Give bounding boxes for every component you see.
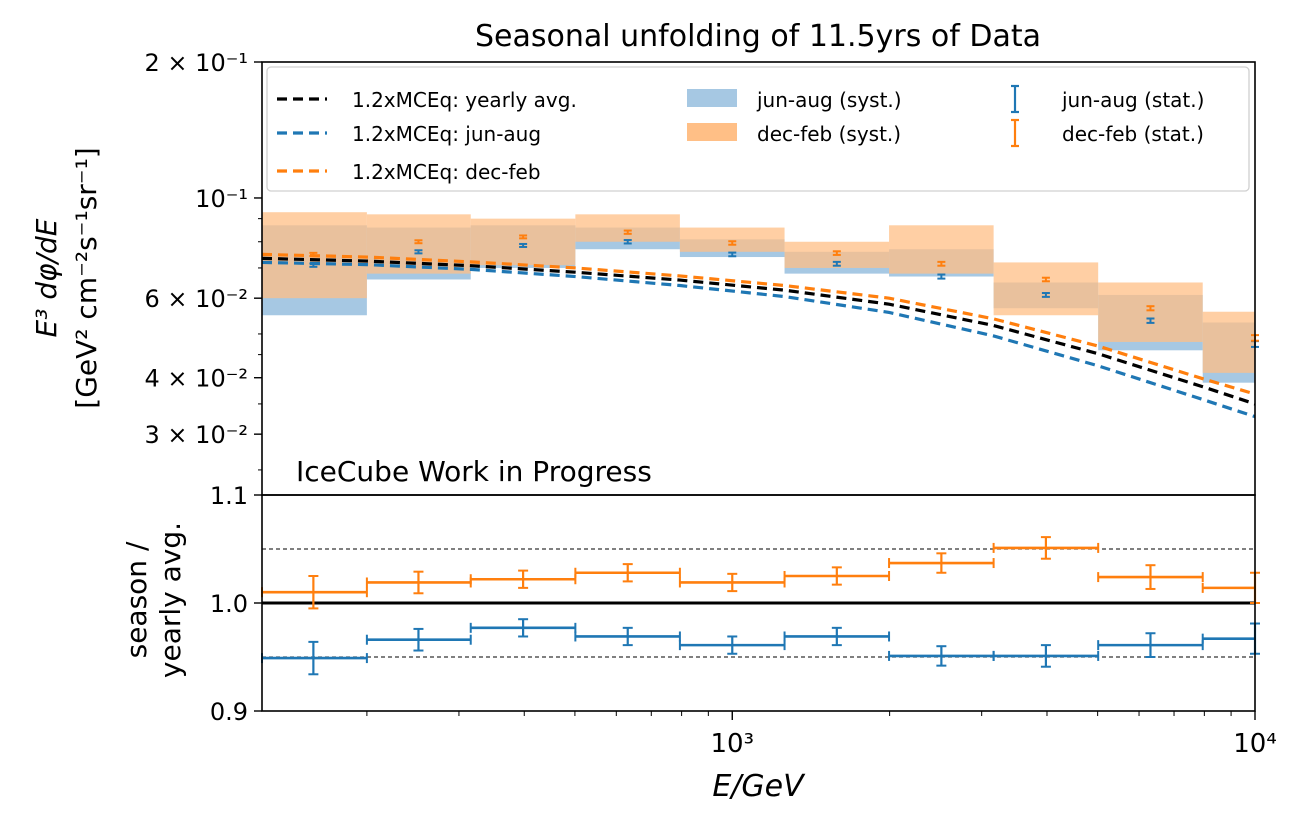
top-y-ticks: 2 × 10⁻¹ 10⁻¹ 6 × 10⁻² 4 × 10⁻² 3 × 10⁻² [145,49,262,471]
ylabel-bottom-line1: season / [120,541,153,658]
x-axis-label: E/GeV [712,769,806,804]
y-tick-label: 0.9 [210,698,248,726]
ylabel-top-line1: E³ dφ/dE [30,218,63,337]
chart-title: Seasonal unfolding of 11.5yrs of Data [475,19,1041,54]
watermark: IceCube Work in Progress [296,455,652,488]
bottom-plot-frame [261,494,1256,712]
legend-label: 1.2xMCEq: yearly avg. [352,88,577,112]
y-tick-label: 6 × 10⁻² [145,285,248,313]
ylabel-bottom-line2: yearly avg. [154,522,187,678]
y-tick-label: 1.1 [210,482,248,510]
legend-label: jun-aug (syst.) [756,88,902,112]
syst-band [679,227,785,252]
y-tick-label: 2 × 10⁻¹ [145,49,248,77]
y-axis-label-bottom: season / yearly avg. [120,522,187,678]
mceq-curve [261,252,1256,396]
y-tick-label: 4 × 10⁻² [145,365,248,393]
legend-label: dec-feb (syst.) [757,122,901,146]
bottom-panel: 1.1 1.0 0.9 10³ 10⁴ [210,482,1277,759]
syst-band [470,218,576,266]
x-tick-label: 10⁴ [1233,729,1277,759]
mceq-curve [261,260,1256,419]
ratio-series [261,536,1260,676]
syst-band [1098,282,1203,342]
legend: 1.2xMCEq: yearly avg. 1.2xMCEq: jun-aug 1.… [266,66,1250,192]
legend-label: 1.2xMCEq: jun-aug [352,122,541,146]
syst-band [575,214,680,242]
legend-frame [266,66,1250,192]
y-tick-label: 3 × 10⁻² [145,421,248,449]
syst-band [993,262,1099,316]
mceq-curves [261,252,1256,419]
bottom-axis-ticks: 1.1 1.0 0.9 10³ 10⁴ [210,482,1277,759]
y-axis-label-top: E³ dφ/dE [GeV² cm⁻²s⁻¹sr⁻¹] [30,147,103,408]
ylabel-top-line2: [GeV² cm⁻²s⁻¹sr⁻¹] [70,147,103,408]
legend-label: 1.2xMCEq: dec-feb [352,160,541,184]
legend-patch-swatch [687,123,737,141]
legend-label: jun-aug (stat.) [1061,88,1204,112]
top-panel: 2 × 10⁻¹ 10⁻¹ 6 × 10⁻² 4 × 10⁻² 3 × 10⁻² Ice… [145,49,1259,496]
mceq-curve [261,256,1256,406]
x-tick-label: 10³ [711,729,755,759]
y-tick-label: 10⁻¹ [195,185,248,213]
y-tick-label: 1.0 [210,590,248,618]
legend-patch-swatch [687,89,737,107]
legend-label: dec-feb (stat.) [1062,122,1204,146]
syst-band [1202,311,1255,373]
